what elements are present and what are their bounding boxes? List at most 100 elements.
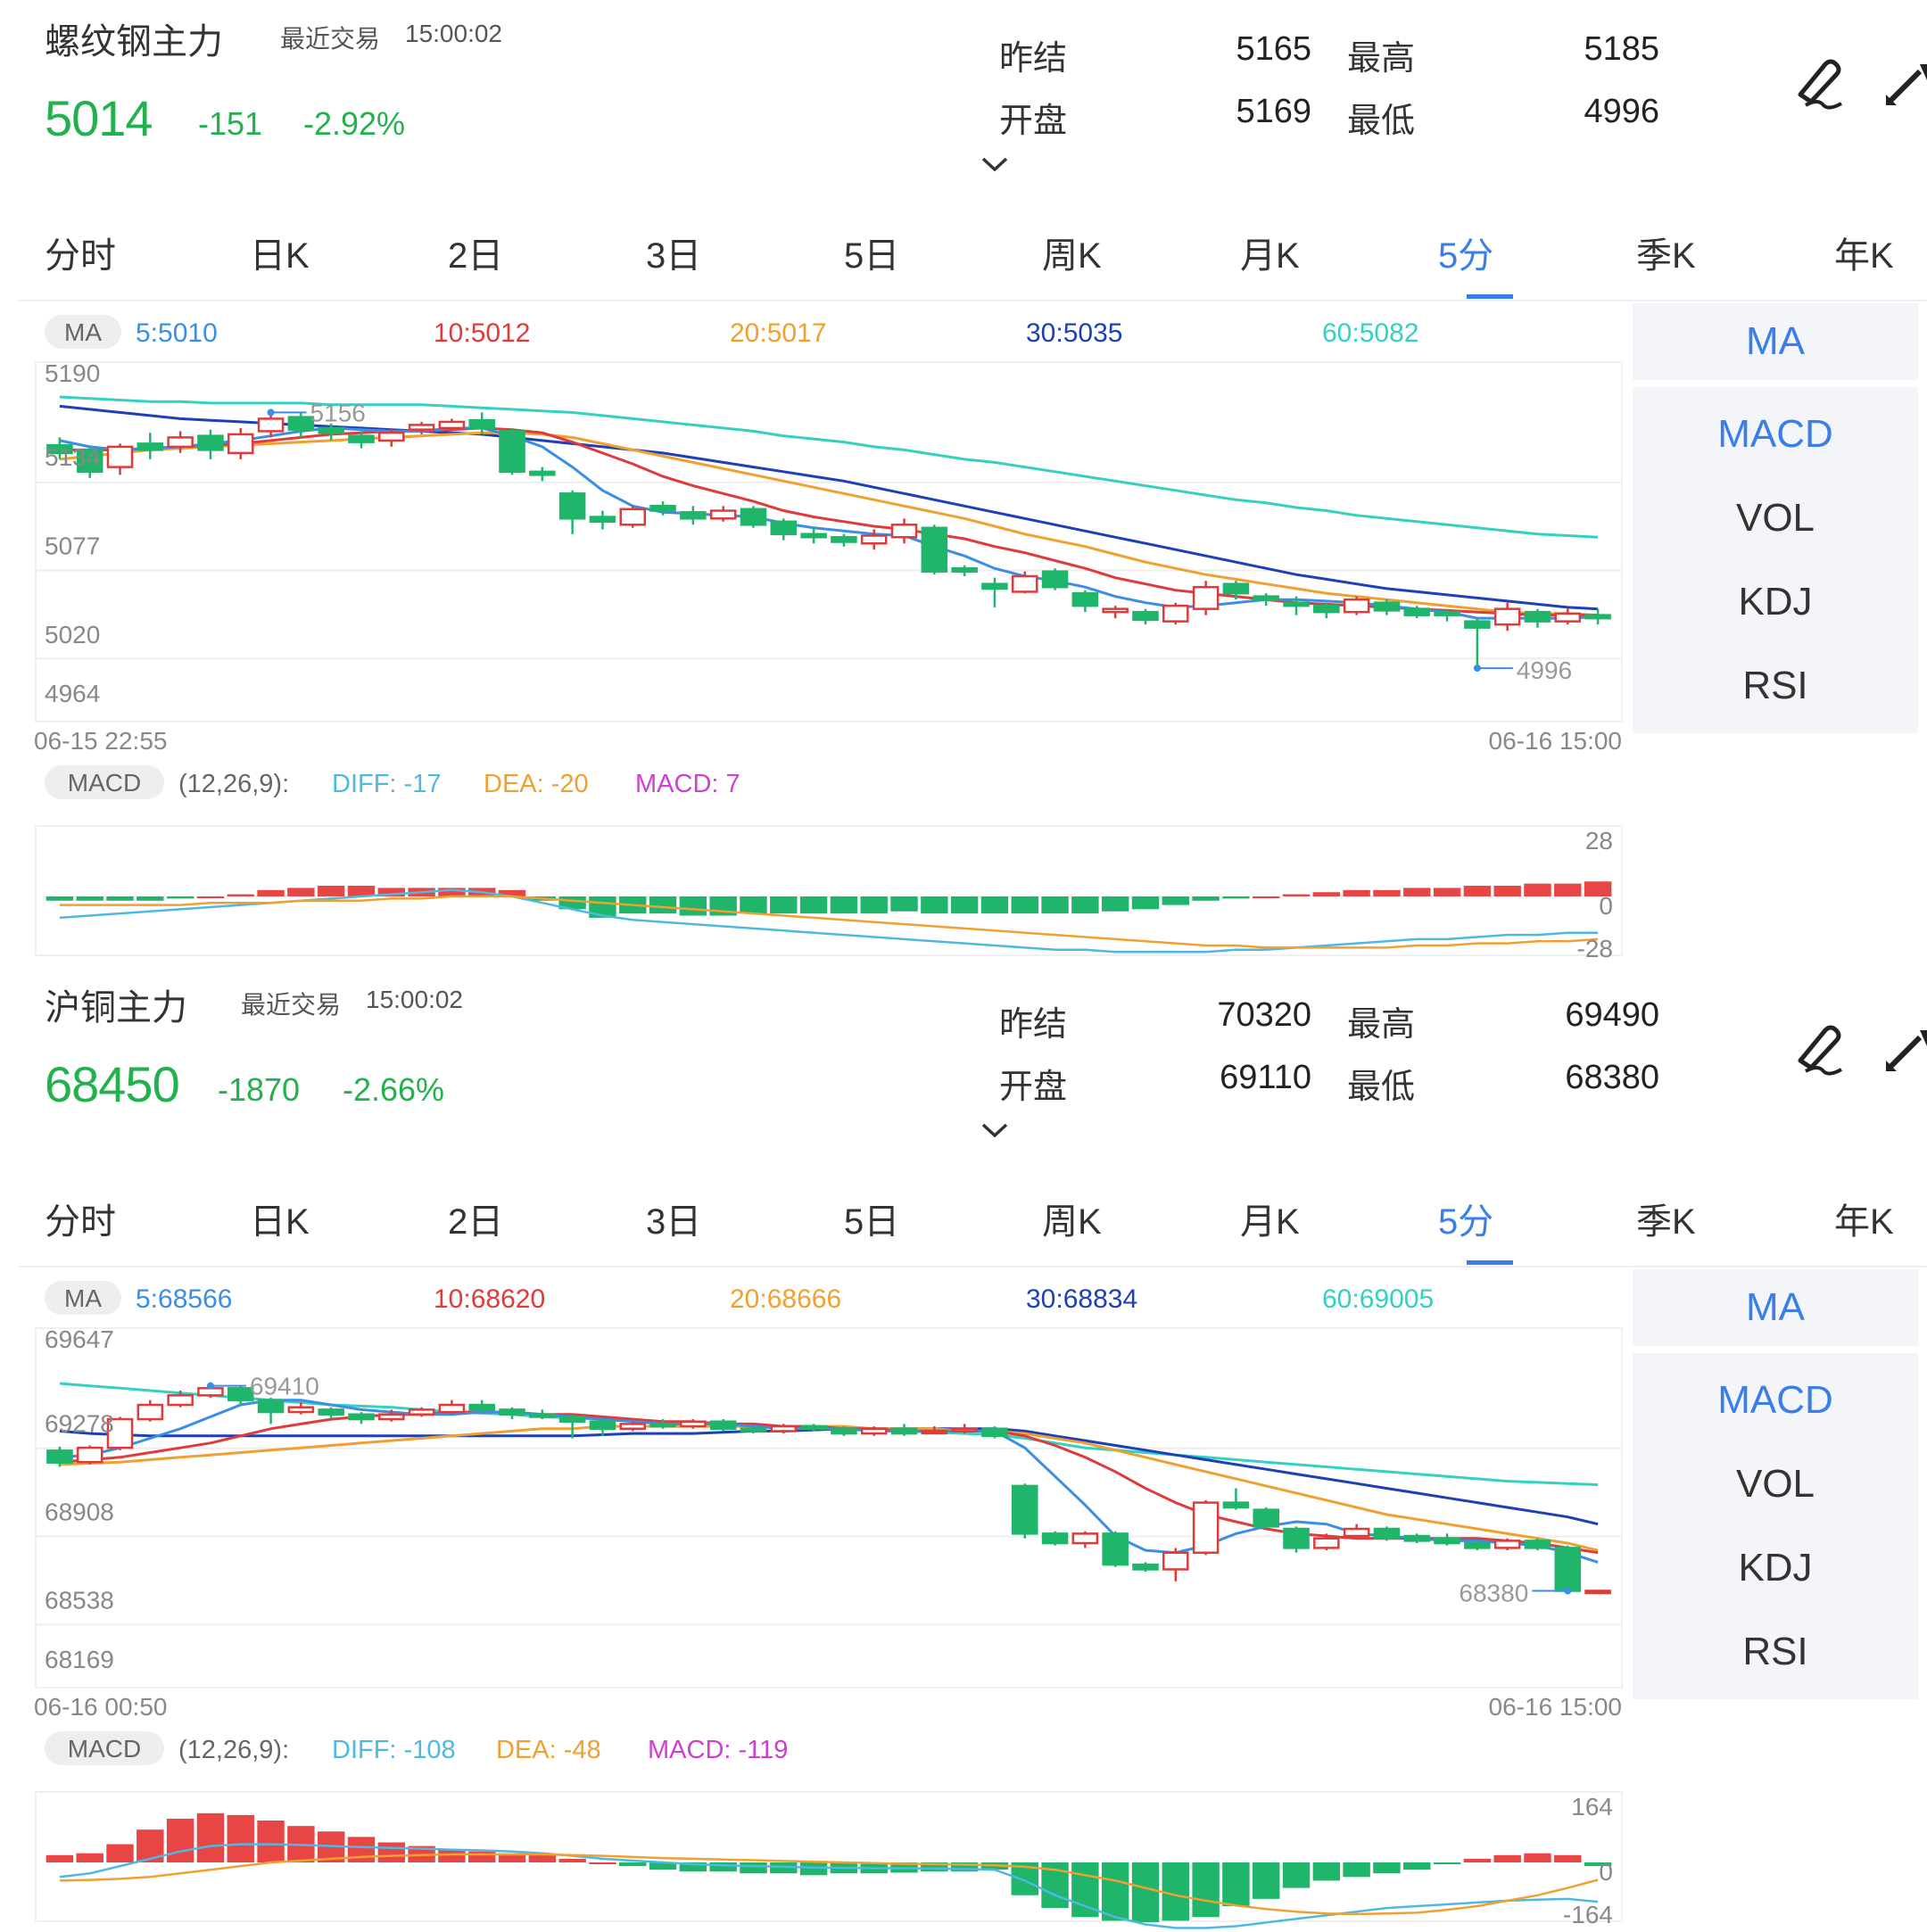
candle	[619, 506, 647, 528]
candle	[860, 529, 888, 550]
chevron-down-icon[interactable]	[980, 150, 1010, 180]
tab-3[interactable]: 2日	[448, 236, 504, 276]
candle	[1524, 608, 1551, 628]
candle	[287, 1402, 315, 1415]
ma-legend-3: 20:68666	[730, 1284, 841, 1314]
candle	[800, 527, 827, 544]
macd-frame	[35, 1791, 1623, 1922]
ma-legend-2: 10:68620	[434, 1284, 545, 1314]
chevron-down-icon[interactable]	[980, 1116, 1010, 1146]
candle	[1041, 568, 1069, 590]
candle	[468, 412, 495, 434]
low-marker-label: 68380	[1459, 1580, 1528, 1607]
candle	[921, 524, 948, 575]
macd-frame	[35, 825, 1623, 956]
period-tabs: 分时 日K 2日 3日 5日 周K 月K 5分 季K 年K	[18, 1180, 1927, 1267]
expand-icon[interactable]	[1884, 1020, 1927, 1089]
candle	[106, 1416, 134, 1450]
candle	[709, 506, 737, 522]
tab-7[interactable]: 月K	[1240, 1202, 1300, 1242]
macd-bar	[980, 896, 1009, 914]
ma5-line	[59, 426, 1599, 620]
candle	[558, 1414, 586, 1439]
draw-icon[interactable]	[1791, 54, 1848, 123]
indicator-ma[interactable]: MA	[1633, 303, 1918, 380]
draw-icon[interactable]	[1791, 1020, 1848, 1089]
dea-line	[59, 895, 1599, 949]
prev-settle-label: 昨结	[999, 40, 1068, 78]
candle	[921, 1426, 948, 1435]
y-tick-label: 5134	[45, 443, 100, 471]
indicator-macd[interactable]: MACD	[1633, 1358, 1918, 1442]
tab-3[interactable]: 2日	[448, 1202, 504, 1242]
indicator-vol[interactable]: VOL	[1633, 1442, 1918, 1526]
tab-1[interactable]: 分时	[45, 236, 116, 276]
tab-10[interactable]: 年K	[1834, 1202, 1894, 1242]
tab-8[interactable]: 5分	[1438, 236, 1494, 276]
tab-6[interactable]: 周K	[1042, 1202, 1102, 1242]
candle	[438, 1399, 466, 1415]
x-end-label: 06-16 15:00	[1489, 727, 1622, 755]
macd-bar	[1433, 1862, 1461, 1865]
tab-4[interactable]: 3日	[646, 236, 702, 276]
macd-bar	[1222, 1862, 1250, 1907]
candle	[1584, 1589, 1611, 1595]
candle	[1524, 1538, 1551, 1551]
macd-bar	[438, 888, 466, 896]
macd-bar	[950, 1862, 979, 1872]
tab-1[interactable]: 分时	[45, 1202, 116, 1242]
indicator-kdj[interactable]: KDJ	[1633, 1526, 1918, 1610]
macd-bar	[227, 894, 254, 896]
y-tick-label: 68908	[45, 1499, 114, 1526]
candle	[1041, 1531, 1069, 1546]
tab-10[interactable]: 年K	[1834, 236, 1894, 276]
tab-2[interactable]: 日K	[250, 236, 310, 276]
tab-9[interactable]: 季K	[1636, 236, 1696, 276]
indicator-macd[interactable]: MACD	[1633, 392, 1918, 476]
candle	[106, 443, 134, 475]
tab-5[interactable]: 5日	[844, 236, 900, 276]
candle	[257, 1398, 285, 1424]
tab-7[interactable]: 月K	[1240, 236, 1300, 276]
candle	[589, 1419, 616, 1436]
indicator-ma[interactable]: MA	[1633, 1269, 1918, 1346]
macd-tick-label: -164	[1563, 1901, 1613, 1928]
macd-diff-label: DIFF: -17	[332, 770, 441, 798]
macd-bar	[257, 1821, 285, 1862]
macd-tick-label: 0	[1599, 1858, 1613, 1886]
macd-tick-label: 28	[1585, 827, 1613, 855]
last-price: 5014	[45, 90, 153, 146]
candle	[589, 510, 616, 530]
instrument-name: 沪铜主力	[45, 988, 187, 1028]
macd-diff-label: DIFF: -108	[332, 1736, 456, 1764]
macd-bar	[1192, 896, 1220, 901]
tab-8[interactable]: 5分	[1438, 1202, 1494, 1242]
indicator-vol[interactable]: VOL	[1633, 476, 1918, 560]
candle	[1464, 618, 1491, 669]
low-value: 68380	[1565, 1059, 1659, 1096]
expand-icon[interactable]	[1884, 54, 1927, 123]
candle	[1132, 1562, 1159, 1573]
candle	[890, 518, 918, 544]
candle	[1253, 1507, 1279, 1530]
indicator-rsi[interactable]: RSI	[1633, 1610, 1918, 1694]
tab-4[interactable]: 3日	[646, 1202, 702, 1242]
y-tick-label: 68169	[45, 1646, 114, 1673]
macd-bar	[1524, 1853, 1551, 1862]
candle	[227, 1385, 254, 1406]
tab-6[interactable]: 周K	[1042, 236, 1102, 276]
ma20-line	[59, 431, 1599, 617]
candle	[438, 418, 466, 432]
tab-5[interactable]: 5日	[844, 1202, 900, 1242]
candle	[318, 423, 344, 441]
candle	[1493, 602, 1521, 632]
indicator-kdj[interactable]: KDJ	[1633, 560, 1918, 644]
macd-bar	[498, 1853, 526, 1862]
tab-2[interactable]: 日K	[250, 1202, 310, 1242]
candle	[890, 1424, 918, 1436]
macd-badge: MACD	[68, 1735, 141, 1763]
macd-bar	[196, 896, 225, 898]
indicator-rsi[interactable]: RSI	[1633, 644, 1918, 728]
tab-9[interactable]: 季K	[1636, 1202, 1696, 1242]
ma10-line	[59, 426, 1599, 617]
